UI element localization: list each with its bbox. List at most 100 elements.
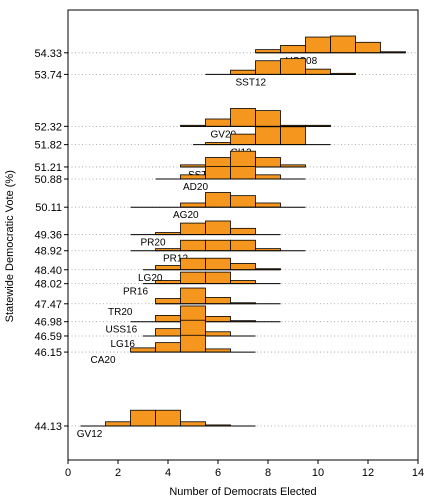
x-axis-label: Number of Democrats Elected <box>169 486 316 498</box>
series-label: PR16 <box>123 287 148 298</box>
y-tick-label: 46.98 <box>34 317 62 329</box>
series-gv20: GV20 <box>180 108 331 140</box>
x-tick-label: 10 <box>312 467 324 479</box>
x-axis: 0 2 4 6 8 10 12 14 <box>65 460 424 479</box>
x-tick-label: 4 <box>165 467 171 479</box>
series-pr16: PR16 <box>123 271 281 298</box>
series-ag20: AG20 <box>130 192 306 221</box>
x-tick-label: 8 <box>265 467 271 479</box>
y-tick-label: 54.33 <box>34 48 62 60</box>
histogram-bar <box>180 257 206 271</box>
histogram-bar <box>180 319 206 337</box>
series-sst12: SST12 <box>205 58 356 88</box>
histogram-bar <box>180 239 206 252</box>
histogram-bar <box>155 265 181 271</box>
series-pr20: PR20 <box>130 220 281 249</box>
y-tick-label: 48.40 <box>34 265 62 277</box>
x-tick-label: 2 <box>115 467 121 479</box>
histogram-bar <box>205 192 231 208</box>
histogram-bar <box>205 220 231 236</box>
histogram-bar <box>330 35 356 54</box>
histogram-bar <box>130 409 156 427</box>
histogram-bar <box>355 41 381 54</box>
histogram-bar <box>205 271 231 285</box>
histogram-bar <box>280 45 306 54</box>
y-axis-label: Statewide Democratic Vote (%) <box>4 170 16 322</box>
y-tick-label: 52.32 <box>34 121 62 133</box>
histogram-bar <box>230 150 256 168</box>
histogram-bar <box>255 174 281 180</box>
histogram-bar <box>230 69 256 75</box>
series-pr12: PR12 <box>130 239 306 265</box>
histogram-bar <box>205 166 231 180</box>
histogram-bar <box>180 305 206 323</box>
histogram-bar <box>180 174 206 180</box>
series-gv12: GV12 <box>77 409 256 440</box>
series-label: PR12 <box>163 254 188 265</box>
histogram-bar <box>230 227 256 236</box>
histogram-bar <box>280 58 306 75</box>
series-label: AD20 <box>183 182 208 193</box>
histogram-bar <box>155 328 181 337</box>
histogram-bar <box>180 287 206 305</box>
y-tick-label: 44.13 <box>34 421 62 433</box>
histogram-bar <box>180 271 206 285</box>
y-tick-label: 46.59 <box>34 331 62 343</box>
series-label: GV12 <box>77 429 103 440</box>
histogram-bar <box>130 347 156 353</box>
series-label: PR20 <box>141 238 166 249</box>
y-tick-label: 47.47 <box>34 299 62 311</box>
series-label: GV20 <box>211 129 237 140</box>
histogram-bar <box>205 157 231 168</box>
histogram-bar <box>205 331 231 337</box>
histogram-bar <box>205 118 231 127</box>
histogram-bar <box>230 108 256 127</box>
histogram-bar <box>180 222 206 236</box>
histogram-bar <box>155 409 181 427</box>
histogram-bar <box>155 298 181 305</box>
y-tick-label: 50.88 <box>34 174 62 186</box>
y-tick-label: 48.92 <box>34 246 62 258</box>
series-lg20: LG20 <box>138 257 281 284</box>
x-tick-label: 0 <box>65 467 71 479</box>
histogram-bar <box>255 157 281 168</box>
x-tick-label: 14 <box>412 467 424 479</box>
series-label: LG20 <box>138 273 163 284</box>
y-tick-label: 53.74 <box>34 69 62 81</box>
histogram-bar <box>205 316 231 323</box>
y-tick-label: 49.36 <box>34 230 62 242</box>
series-label: SST12 <box>236 77 267 88</box>
histogram-bar <box>305 36 331 54</box>
series-ca20: CA20 <box>91 334 256 366</box>
histogram-bar <box>180 421 206 427</box>
histogram-bar <box>280 126 306 146</box>
series-uss08: USS08 <box>255 35 406 67</box>
histogram-bar <box>230 239 256 252</box>
y-tick-label: 51.82 <box>34 140 62 152</box>
histogram-bar <box>180 334 206 353</box>
histogram-bar <box>230 166 256 180</box>
series-label: USS16 <box>106 325 138 336</box>
y-tick-label: 46.15 <box>34 347 62 359</box>
histogram-bar <box>205 297 231 305</box>
series-tr20: TR20 <box>108 287 281 318</box>
series-ad20: AD20 <box>155 166 306 193</box>
histogram-bar <box>305 68 331 75</box>
histogram-bar <box>255 202 281 208</box>
histogram-bar <box>230 133 256 146</box>
y-tick-label: 51.21 <box>34 162 62 174</box>
histogram-bar <box>255 126 281 146</box>
y-tick-label: 50.11 <box>35 202 62 214</box>
histogram-bar <box>155 315 181 323</box>
histogram-bar <box>180 202 206 208</box>
histogram-bar <box>255 110 281 127</box>
series-label: CA20 <box>91 355 116 366</box>
histogram-bar <box>205 239 231 252</box>
series-label: LG16 <box>111 339 136 350</box>
series-layer: USS08SST12GV20CI12SST20AD20AG20PR20PR12L… <box>77 35 406 440</box>
histogram-bar <box>155 342 181 353</box>
series-label: AG20 <box>173 210 199 221</box>
